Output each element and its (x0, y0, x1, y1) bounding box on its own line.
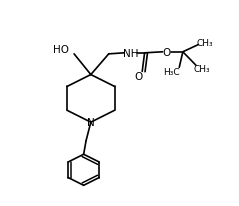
Text: H₃C: H₃C (163, 68, 180, 77)
Text: CH₃: CH₃ (194, 65, 210, 74)
Text: CH₃: CH₃ (196, 39, 213, 48)
Text: N: N (87, 118, 95, 128)
Text: HO: HO (53, 44, 69, 54)
Text: NH: NH (123, 49, 139, 59)
Text: O: O (135, 71, 143, 81)
Text: O: O (163, 48, 171, 57)
